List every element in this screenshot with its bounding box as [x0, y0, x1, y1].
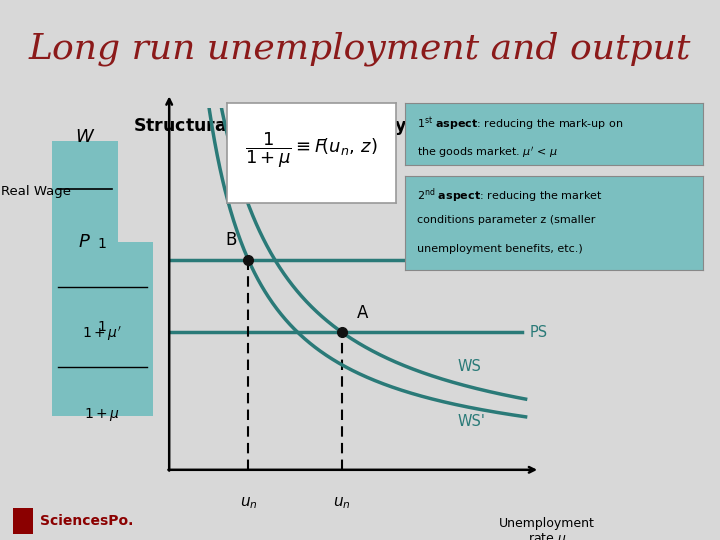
Text: Real Wage: Real Wage — [1, 185, 71, 198]
Text: PS': PS' — [530, 253, 552, 267]
Text: WS: WS — [457, 360, 481, 374]
FancyBboxPatch shape — [52, 329, 153, 416]
Text: 1$^{\rm st}$ $\bf{aspect}$: reducing the mark-up on: 1$^{\rm st}$ $\bf{aspect}$: reducing the… — [417, 115, 623, 133]
Text: $1$: $1$ — [97, 320, 107, 334]
Text: B: B — [225, 232, 236, 249]
Text: A: A — [356, 304, 368, 322]
Text: Structural rate of unemployment $\mathit{u_n}$ (long run): Structural rate of unemployment $\mathit… — [133, 116, 587, 137]
Text: $1+\mu$: $1+\mu$ — [84, 407, 120, 423]
Text: unemployment benefits, etc.): unemployment benefits, etc.) — [417, 244, 582, 254]
Text: the goods market. $\mu'$ < $\mu$: the goods market. $\mu'$ < $\mu$ — [417, 145, 557, 160]
Text: Long run unemployment and output: Long run unemployment and output — [29, 31, 691, 66]
Text: WS': WS' — [457, 414, 485, 429]
Bar — [13, 508, 33, 535]
Text: $\dfrac{1}{1+\mu} \equiv F\!\left(u_n,\,z\right)$: $\dfrac{1}{1+\mu} \equiv F\!\left(u_n,\,… — [245, 131, 378, 171]
Text: conditions parameter z (smaller: conditions parameter z (smaller — [417, 215, 595, 225]
Text: $1$: $1$ — [97, 237, 107, 251]
Text: Unemployment
rate $u$: Unemployment rate $u$ — [499, 517, 595, 540]
Text: PS: PS — [530, 325, 548, 340]
Text: $u_n$: $u_n$ — [333, 495, 351, 511]
FancyBboxPatch shape — [52, 242, 153, 336]
Text: 2$^{\rm nd}$ $\bf{aspect}$: reducing the market: 2$^{\rm nd}$ $\bf{aspect}$: reducing the… — [417, 187, 602, 205]
Text: $P$: $P$ — [78, 233, 91, 251]
Text: $1+\mu'$: $1+\mu'$ — [82, 325, 122, 343]
Text: $u_n$: $u_n$ — [240, 495, 257, 511]
Text: SciencesPo.: SciencesPo. — [40, 514, 133, 528]
FancyBboxPatch shape — [52, 140, 118, 249]
Text: $W$: $W$ — [75, 128, 95, 146]
